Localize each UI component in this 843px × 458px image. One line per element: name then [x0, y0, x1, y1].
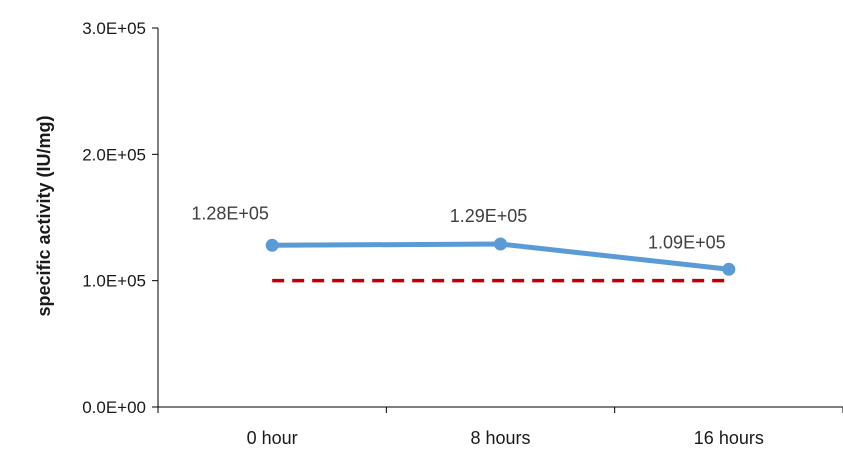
data-point-marker	[722, 262, 736, 276]
axes: 0.0E+00 1.0E+05 2.0E+05 3.0E+05 0 hour 8 hour…	[82, 19, 843, 448]
data-label: 1.29E+05	[450, 206, 528, 226]
y-tick-label: 3.0E+05	[82, 19, 146, 38]
data-point-marker	[494, 237, 507, 251]
y-tick-label: 2.0E+05	[82, 145, 146, 164]
data-point-marker	[265, 238, 279, 252]
series-layer	[265, 237, 736, 276]
x-category-label: 16 hours	[694, 428, 764, 448]
labels-layer: 1.28E+05 1.29E+05 1.09E+05	[191, 203, 725, 252]
data-label: 1.09E+05	[648, 232, 726, 252]
x-category-label: 0 hour	[247, 428, 298, 448]
x-category-label: 8 hours	[470, 428, 530, 448]
data-label: 1.28E+05	[191, 203, 269, 223]
y-tick-label: 0.0E+00	[82, 398, 146, 417]
y-tick-label: 1.0E+05	[82, 272, 146, 291]
y-axis-title: specific activity (IU/mg)	[34, 115, 54, 316]
